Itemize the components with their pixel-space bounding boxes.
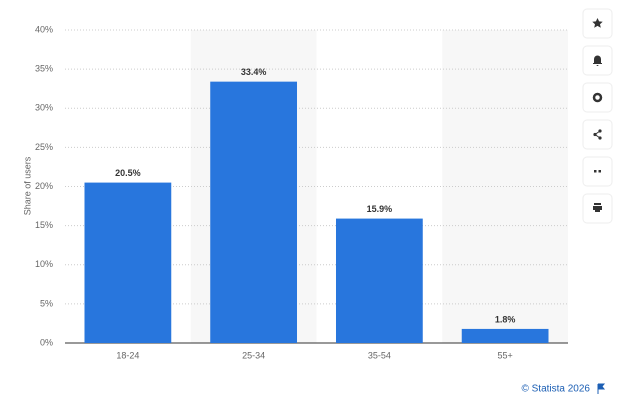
y-tick-label: 5% <box>40 298 53 308</box>
toolbar <box>582 8 613 224</box>
bar <box>84 182 172 343</box>
value-label: 1.8% <box>495 314 516 324</box>
y-tick-label: 30% <box>35 103 53 113</box>
bell-icon <box>593 55 602 66</box>
x-tick-label: 18-24 <box>116 350 139 360</box>
source: © Statista 2026 <box>521 384 590 395</box>
bar <box>210 81 298 344</box>
cite-button[interactable] <box>582 156 613 187</box>
x-tick-label: 55+ <box>497 350 512 360</box>
y-tick-label: 20% <box>35 181 53 191</box>
y-axis-label: Share of users <box>22 156 32 215</box>
flag-icon <box>597 383 606 394</box>
bar <box>335 218 423 343</box>
quote-icon <box>594 170 601 173</box>
bar <box>461 328 549 343</box>
value-label: 20.5% <box>115 168 141 178</box>
y-tick-label: 35% <box>35 64 53 74</box>
y-tick-label: 0% <box>40 337 53 347</box>
x-tick-label: 35-54 <box>368 350 391 360</box>
y-tick-label: 15% <box>35 220 53 230</box>
value-label: 33.4% <box>241 67 267 77</box>
gear-icon <box>592 92 603 103</box>
share-button[interactable] <box>582 119 613 150</box>
value-label: 15.9% <box>367 204 393 214</box>
y-tick-label: 40% <box>35 24 53 34</box>
y-tick-label: 25% <box>35 142 53 152</box>
y-tick-label: 10% <box>35 259 53 269</box>
x-tick-label: 25-34 <box>242 350 265 360</box>
print-icon <box>593 203 602 212</box>
band-shade <box>442 30 568 343</box>
settings-button[interactable] <box>582 82 613 113</box>
star-icon <box>592 18 603 28</box>
